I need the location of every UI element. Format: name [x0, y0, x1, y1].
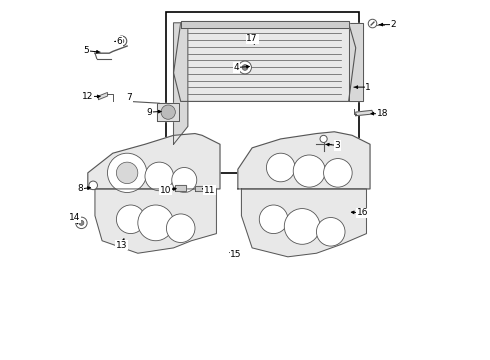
Polygon shape: [173, 23, 356, 102]
Circle shape: [138, 205, 173, 241]
Polygon shape: [195, 186, 206, 192]
Text: 8: 8: [78, 184, 84, 193]
Circle shape: [145, 162, 173, 191]
Circle shape: [284, 208, 320, 244]
Text: 5: 5: [83, 46, 89, 55]
Circle shape: [117, 36, 127, 46]
Text: 18: 18: [377, 109, 388, 118]
Circle shape: [172, 167, 197, 193]
Circle shape: [293, 155, 325, 187]
Text: 12: 12: [82, 92, 94, 101]
Text: 13: 13: [116, 240, 127, 249]
Text: 9: 9: [147, 108, 152, 117]
Circle shape: [239, 61, 251, 74]
Text: 7: 7: [126, 93, 132, 102]
Circle shape: [259, 205, 288, 234]
Circle shape: [167, 214, 195, 243]
Circle shape: [79, 220, 84, 225]
Polygon shape: [181, 21, 348, 28]
Circle shape: [267, 153, 295, 182]
Text: 6: 6: [117, 37, 122, 46]
Text: 14: 14: [69, 213, 80, 222]
Text: 3: 3: [334, 141, 340, 150]
Circle shape: [323, 158, 352, 187]
Polygon shape: [95, 189, 217, 253]
Text: 17: 17: [246, 35, 258, 44]
Circle shape: [317, 217, 345, 246]
Polygon shape: [356, 111, 373, 116]
Polygon shape: [173, 23, 188, 144]
Text: 15: 15: [230, 250, 242, 259]
Circle shape: [107, 153, 147, 193]
Polygon shape: [175, 185, 186, 192]
Text: 11: 11: [203, 185, 215, 194]
Circle shape: [117, 162, 138, 184]
Text: 2: 2: [391, 20, 396, 29]
Circle shape: [320, 135, 327, 143]
Text: 10: 10: [160, 185, 172, 194]
Polygon shape: [98, 93, 107, 100]
Polygon shape: [348, 23, 363, 102]
Circle shape: [89, 181, 98, 190]
Circle shape: [120, 39, 124, 43]
Circle shape: [242, 64, 248, 70]
Circle shape: [117, 205, 145, 234]
Circle shape: [161, 105, 175, 119]
Polygon shape: [238, 132, 370, 189]
Polygon shape: [157, 103, 179, 121]
Polygon shape: [88, 134, 220, 189]
Text: 16: 16: [357, 208, 368, 217]
Circle shape: [368, 19, 377, 28]
Text: 4: 4: [234, 63, 240, 72]
Polygon shape: [242, 189, 367, 257]
Circle shape: [75, 217, 87, 229]
Text: 1: 1: [366, 83, 371, 92]
Bar: [167, 12, 359, 173]
